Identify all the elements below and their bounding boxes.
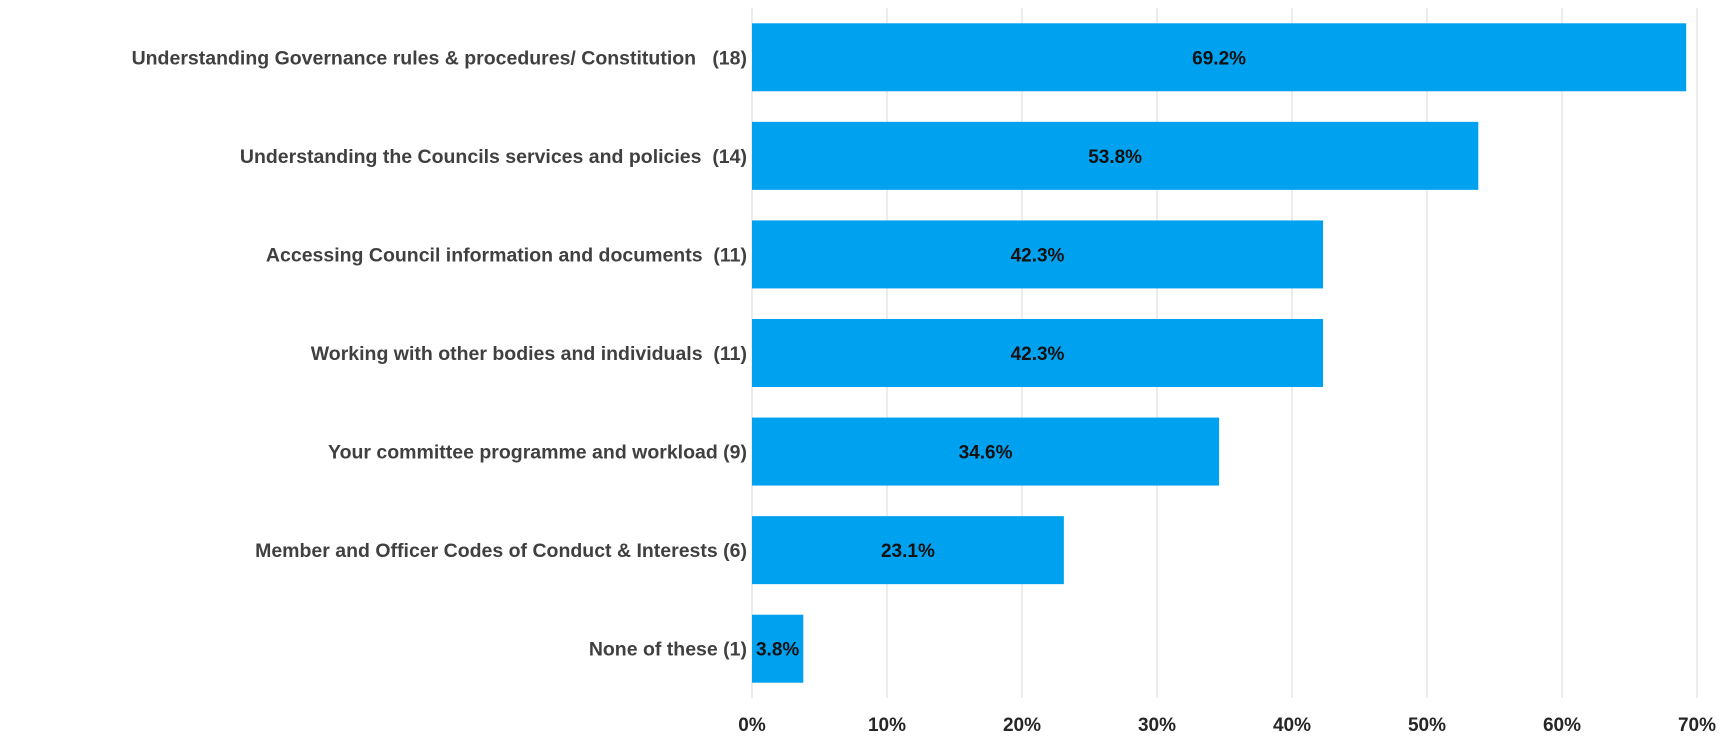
x-tick-label: 10% <box>868 715 906 736</box>
x-tick-label: 70% <box>1678 715 1716 736</box>
data-label: 42.3% <box>1011 344 1065 365</box>
data-label: 3.8% <box>756 640 799 661</box>
bars <box>752 23 1687 683</box>
category-label: Working with other bodies and individual… <box>311 343 747 365</box>
data-label: 34.6% <box>959 443 1013 464</box>
x-tick-label: 40% <box>1273 715 1311 736</box>
bar <box>752 319 1324 387</box>
data-label: 53.8% <box>1088 147 1142 168</box>
category-label: Accessing Council information and docume… <box>266 244 747 266</box>
x-tick-label: 0% <box>738 715 766 736</box>
data-labels: 69.2% 53.8% 42.3% 42.3% 34.6% 23.1% 3.8% <box>756 48 1246 660</box>
category-label: Understanding the Councils services and … <box>240 146 747 168</box>
bar <box>752 516 1064 585</box>
bar <box>752 220 1324 289</box>
x-tick-label: 60% <box>1543 715 1581 736</box>
x-axis-tick-labels: 0% 10% 20% 30% 40% 50% 60% 70% <box>738 715 1716 736</box>
category-label: Understanding Governance rules & procedu… <box>132 47 747 69</box>
data-label: 23.1% <box>881 541 935 562</box>
category-label: Your committee programme and workload (9… <box>328 442 747 464</box>
data-label: 42.3% <box>1011 245 1065 266</box>
bar <box>752 121 1479 190</box>
bar <box>752 614 804 683</box>
bar <box>752 23 1687 92</box>
data-label: 69.2% <box>1192 48 1246 69</box>
category-label: None of these (1) <box>589 639 747 661</box>
category-label: Member and Officer Codes of Conduct & In… <box>255 540 747 562</box>
x-tick-label: 30% <box>1138 715 1176 736</box>
category-labels: Understanding Governance rules & procedu… <box>132 47 747 660</box>
bar <box>752 417 1220 486</box>
x-tick-label: 50% <box>1408 715 1446 736</box>
x-tick-label: 20% <box>1003 715 1041 736</box>
